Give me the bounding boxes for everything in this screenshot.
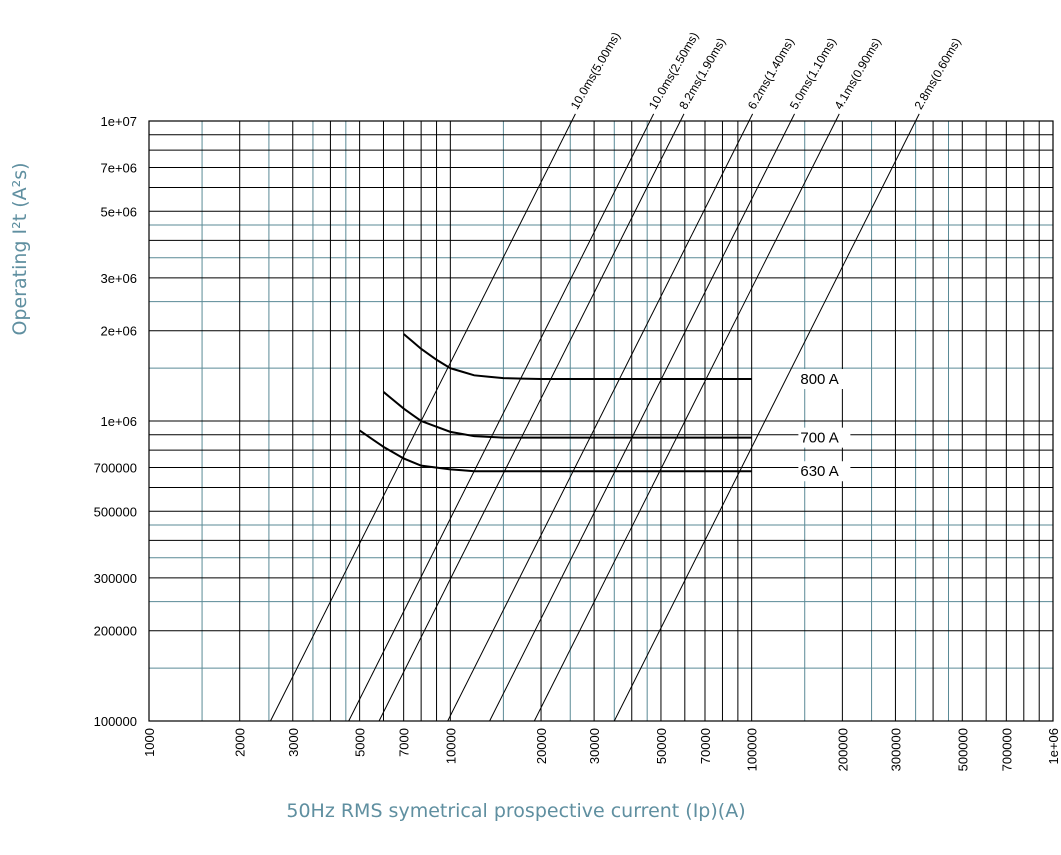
clearing-time-label: 10.0ms(5.00ms) bbox=[568, 30, 623, 112]
clearing-time-line bbox=[378, 113, 685, 722]
x-tick-label: 50000 bbox=[654, 728, 669, 764]
plot-frame bbox=[148, 120, 1054, 722]
x-tick-label: 20000 bbox=[534, 728, 549, 764]
y-tick-label: 200000 bbox=[94, 624, 137, 639]
x-tick-label: 2000 bbox=[233, 728, 248, 757]
clearing-time-line bbox=[533, 113, 840, 722]
y-tick-label: 7e+06 bbox=[100, 160, 137, 175]
rating-curve bbox=[382, 391, 752, 439]
y-tick-label: 100000 bbox=[94, 714, 137, 729]
y-tick-label: 1e+07 bbox=[100, 114, 137, 129]
y-axis-title: Operating I²t (A²s) bbox=[9, 162, 31, 335]
clearing-time-labels: 10.0ms(5.00ms) 10.0ms(2.50ms)8.2ms(1.90ms… bbox=[568, 30, 964, 112]
y-tick-label: 2e+06 bbox=[100, 324, 137, 339]
rating-label-bg bbox=[798, 427, 851, 448]
clearing-time-label: 4.1ms(0.90ms) bbox=[832, 35, 884, 111]
rating-label: 800 A bbox=[800, 371, 838, 388]
rating-label-bg bbox=[798, 369, 851, 390]
x-axis-tick-labels: 1000 2000 3000 5000 7000 10000 20000 30000 50000… bbox=[142, 728, 1061, 771]
clearing-time-line bbox=[348, 113, 655, 722]
plot-border bbox=[148, 120, 1054, 722]
x-tick-label: 700000 bbox=[999, 728, 1014, 771]
x-tick-label: 1e+06 bbox=[1046, 728, 1061, 765]
rating-labels: 800 A 700 A 630 A bbox=[798, 369, 851, 482]
x-axis-title: 50Hz RMS symetrical prospective current … bbox=[286, 800, 745, 822]
x-tick-label: 10000 bbox=[443, 728, 458, 764]
x-tick-label: 3000 bbox=[286, 728, 301, 757]
rating-label: 700 A bbox=[800, 430, 838, 447]
x-tick-label: 200000 bbox=[835, 728, 850, 771]
clearing-time-label: 5.0ms(1.10ms) bbox=[787, 35, 839, 111]
x-tick-label: 100000 bbox=[745, 728, 760, 771]
x-tick-label: 500000 bbox=[955, 728, 970, 771]
x-tick-label: 70000 bbox=[698, 728, 713, 764]
major-gridlines bbox=[149, 121, 1053, 721]
rating-label-bg bbox=[798, 461, 851, 482]
y-tick-label: 300000 bbox=[94, 571, 137, 586]
y-tick-label: 3e+06 bbox=[100, 271, 137, 286]
x-tick-label: 1000 bbox=[142, 728, 157, 757]
rating-label: 630 A bbox=[800, 463, 838, 480]
y-tick-label: 5e+06 bbox=[100, 204, 137, 219]
y-tick-label: 500000 bbox=[94, 504, 137, 519]
x-tick-label: 5000 bbox=[353, 728, 368, 757]
rating-curve bbox=[403, 333, 752, 381]
y-axis-tick-labels: 1e+07 7e+06 5e+06 3e+06 2e+06 1e+06 700000 5000… bbox=[94, 114, 137, 729]
x-tick-label: 30000 bbox=[587, 728, 602, 764]
x-tick-label: 7000 bbox=[397, 728, 412, 757]
clearing-time-line bbox=[270, 113, 576, 722]
clearing-time-lines bbox=[270, 113, 920, 722]
rating-curve bbox=[359, 429, 752, 473]
clearing-time-line bbox=[447, 113, 754, 722]
fuse-rating-curves bbox=[359, 333, 752, 473]
clearing-time-line bbox=[489, 113, 795, 722]
y-tick-label: 1e+06 bbox=[100, 414, 137, 429]
minor-gridlines bbox=[149, 121, 1053, 721]
clearing-time-line bbox=[613, 113, 920, 722]
clearing-time-label: 2.8ms(0.60ms) bbox=[911, 35, 963, 111]
x-tick-label: 300000 bbox=[888, 728, 903, 771]
y-tick-label: 700000 bbox=[94, 460, 137, 475]
